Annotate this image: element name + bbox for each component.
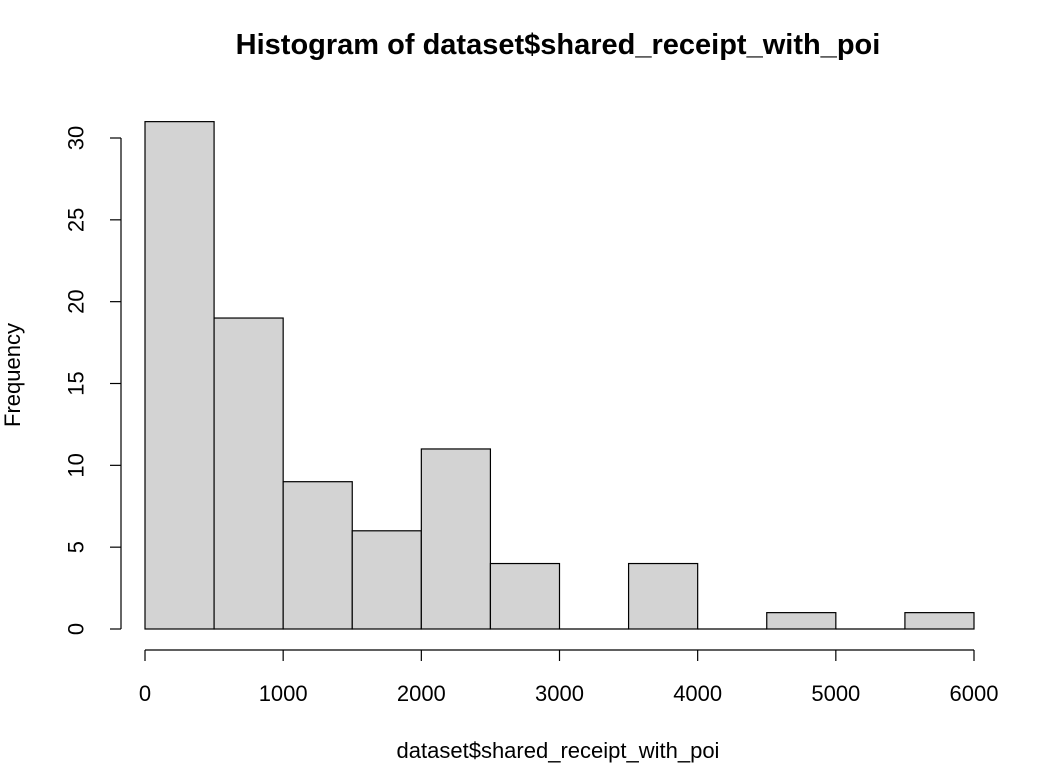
x-tick-label: 6000 [950,681,999,706]
x-tick-label: 5000 [811,681,860,706]
histogram-bar [420,448,492,630]
x-tick-label: 0 [139,681,151,706]
y-tick-label: 30 [64,126,89,150]
y-axis: 0 5 10 15 20 25 30 [64,126,122,635]
y-tick-label: 10 [64,453,89,477]
y-tick-label: 5 [64,541,89,553]
x-tick-label: 4000 [673,681,722,706]
y-tick-label: 15 [64,371,89,395]
histogram-bar [144,121,215,630]
histogram-bar [766,612,837,630]
histogram-bars [144,121,975,630]
y-axis-label: Frequency [0,323,25,427]
x-axis-label: dataset$shared_receipt_with_poi [397,738,720,763]
chart-title: Histogram of dataset$shared_receipt_with… [236,29,881,61]
y-tick-label: 20 [64,289,89,313]
x-axis: 0 1000 2000 3000 4000 5000 6000 [139,649,999,706]
y-tick-label: 0 [64,623,89,635]
histogram-bar [904,612,975,630]
x-tick-label: 3000 [535,681,584,706]
x-tick-label: 1000 [259,681,308,706]
histogram-bar [351,530,422,630]
histogram-bar [213,317,284,630]
x-tick-label: 2000 [397,681,446,706]
y-tick-label: 25 [64,208,89,232]
histogram-bar [627,562,699,630]
histogram-bar [489,562,561,630]
histogram-bar [282,481,353,630]
